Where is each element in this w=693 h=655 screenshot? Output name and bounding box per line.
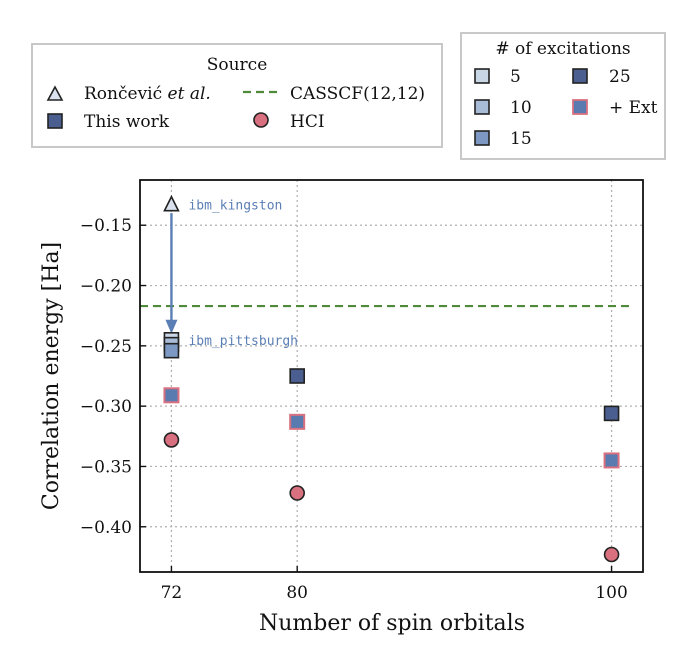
x-axis-label: Number of spin orbitals [259,611,525,636]
legend-circle-marker [253,112,269,128]
annotation-ibm-kingston: ibm_kingston [188,199,282,214]
legend-casscf-label: CASSCF(12,12) [290,84,425,104]
x-tick-label: 72 [161,583,183,603]
roncevic-triangle-point [163,194,180,212]
ext-square-point [603,452,620,469]
legend-exc-15-label: 15 [510,129,532,149]
annotation-layer: ibm_kingston ibm_pittsburgh [188,199,298,349]
legend-source-frame [31,43,443,148]
arrow-layer [165,213,178,334]
thiswork-exc-25-point [289,368,305,384]
hci-circle-point [163,432,180,448]
ticks-layer: 72 80 100 −0.40 −0.35 −0.30 −0.25 −0.20 −0.15 [80,216,628,603]
annotation-ibm-pittsburgh: ibm_pittsburgh [188,334,298,349]
legend-exc-5-label: 5 [510,67,521,87]
y-axis-label: Correlation energy [Ha] [39,242,64,510]
y-tick-label: −0.35 [80,457,132,477]
y-tick-label: −0.30 [80,397,132,417]
x-tick-label: 80 [286,583,308,603]
y-tick-label: −0.25 [80,337,132,357]
legend-triangle-marker [46,85,64,101]
y-tick-label: −0.15 [80,216,132,236]
thiswork-exc-15-point [163,342,180,359]
y-tick-label: −0.40 [80,518,132,538]
arrow-head [165,319,178,334]
legend-source: Source Rončević et al. CASSCF(12,12) Thi… [31,43,443,148]
legend-hci-label: HCI [290,112,325,132]
legend-roncevic-label: Rončević et al. [84,84,211,104]
legend-thiswork-label: This work [84,112,170,132]
legend-ext-label: + Ext [609,98,658,118]
legend-roncevic-main: Rončević [84,84,168,104]
legend-exc-25-label: 25 [609,67,631,87]
legend-exc-15-swatch [474,130,490,146]
thiswork-exc-25-point [603,405,620,422]
x-tick-label: 100 [595,583,627,603]
marks-layer [163,194,620,563]
legend-source-title: Source [207,55,268,75]
legend-excitations-title: # of excitations [495,39,630,59]
ext-square-point [163,387,180,404]
hci-circle-point [603,546,620,563]
legend-exc-10-label: 10 [510,98,532,118]
grid-layer [140,180,643,572]
legend-square-marker [47,113,63,129]
legend-ext-swatch [572,99,588,115]
legend-exc-10-swatch [474,99,490,115]
legend-excitations-frame [460,32,666,160]
legend-exc-25-swatch [572,68,588,84]
ext-square-point [289,413,306,430]
legend-roncevic-etal: et al. [168,84,211,104]
legend-excitations: # of excitations 5 25 10 + Ext 15 [460,32,666,160]
legend-exc-5-swatch [474,68,490,84]
hci-circle-point [289,485,305,501]
plot-frame [139,179,644,573]
y-tick-label: −0.20 [80,277,132,297]
